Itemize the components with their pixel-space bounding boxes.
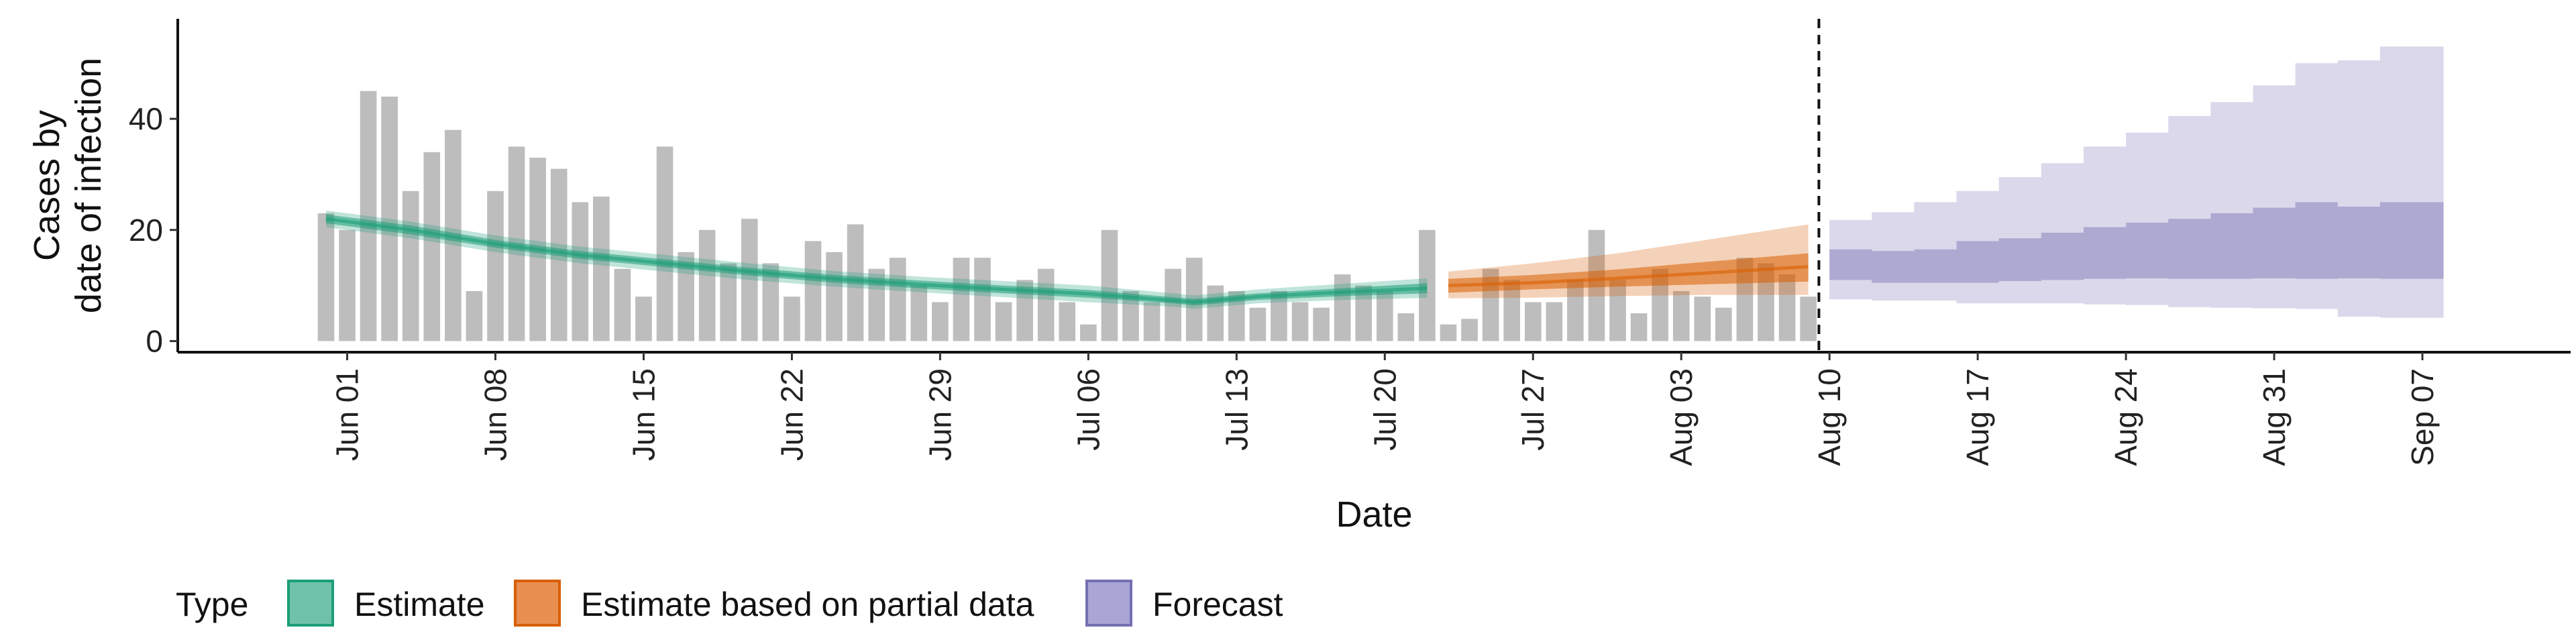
legend: Type Estimate Estimate based on partial da… (176, 580, 1283, 627)
reported-case-bar (1291, 302, 1309, 341)
reported-case-bar (1461, 319, 1478, 341)
estimate-band-90 (325, 210, 1428, 309)
estimate-band-20 (325, 214, 1428, 306)
reported-case-bar (741, 219, 758, 341)
legend-key-forecast (1085, 580, 1132, 627)
reported-case-bar (804, 241, 822, 341)
reported-case-bar (784, 297, 800, 341)
x-tick-label: Sep 07 (2405, 368, 2440, 466)
reported-case-bar (889, 258, 906, 341)
reported-case-bar (974, 258, 991, 341)
reported-case-bar (1800, 297, 1817, 341)
x-tick-label: Jun 22 (774, 368, 809, 461)
reported-case-bar (698, 229, 716, 341)
y-axis-title: Cases bydate of infection (27, 58, 109, 313)
reported-case-bar (487, 191, 504, 341)
reported-case-bar (381, 96, 398, 341)
reported-case-bar (1524, 302, 1542, 341)
reported-case-bar (1672, 290, 1690, 341)
reported-case-bar (932, 302, 949, 341)
x-tick-label: Aug 17 (1960, 368, 1995, 466)
reported-case-bar (1271, 290, 1287, 341)
x-tick-label: Jun 08 (478, 368, 513, 461)
reported-case-bar (1376, 290, 1393, 341)
reported-case-bar (1778, 274, 1796, 341)
reported-case-bar (572, 202, 589, 341)
reported-case-bar (910, 285, 928, 341)
legend-label-forecast: Forecast (1152, 586, 1283, 623)
reported-case-bar (1609, 280, 1626, 341)
y-tick-label: 40 (129, 101, 163, 136)
y-tick-label: 20 (129, 213, 163, 248)
reported-case-bar (423, 152, 441, 341)
reported-case-bar (1207, 285, 1224, 341)
reported-case-bar (317, 213, 335, 341)
legend-title: Type (176, 586, 248, 623)
reported-case-bar (1165, 268, 1181, 341)
legend-key-estimate-based-on-partial-data (514, 580, 561, 627)
legend-key-estimate (287, 580, 334, 627)
reported-case-bar (635, 297, 652, 341)
reported-case-bar (466, 290, 483, 341)
reported-case-bar (1334, 274, 1351, 341)
reported-case-bar (1249, 307, 1267, 341)
y-axis-title-line: date of infection (68, 58, 109, 313)
reported-case-bar (360, 91, 377, 341)
axes: 0 20 40 Jun 01 Jun 08 Jun 15 Jun 22 Jun 29 Jul 0… (27, 19, 2571, 535)
reported-case-bar (995, 302, 1012, 341)
reported-case-bar (402, 191, 419, 341)
reported-case-bar (1567, 280, 1584, 341)
y-axis-title-line: Cases by (27, 110, 67, 261)
reported-case-bar (1715, 307, 1732, 341)
forecast-band-90 (1829, 30, 2444, 318)
reported-case-bar (1397, 313, 1415, 341)
legend-label-estimate-based-on-partial-data: Estimate based on partial data (581, 586, 1034, 623)
reported-case-bar (1143, 302, 1161, 341)
reported-case-bar (953, 258, 970, 341)
reported-case-bar (1080, 324, 1097, 341)
reported-case-bar (1101, 229, 1118, 341)
reported-case-bar (339, 229, 356, 341)
x-tick-label: Jul 13 (1219, 368, 1254, 451)
reported-case-bar (1037, 268, 1055, 341)
reported-case-bar (1546, 302, 1563, 341)
reported-case-bar (593, 197, 610, 341)
estimate-based-on-partial-data-median-line (1448, 264, 1809, 288)
reported-case-bar (1059, 302, 1076, 341)
reported-case-bar (720, 263, 737, 341)
reported-case-bar (826, 252, 843, 341)
x-axis-title: Date (1336, 494, 1412, 535)
y-tick-label: 0 (146, 323, 163, 358)
x-tick-label: Jul 06 (1071, 368, 1106, 451)
reported-case-bar (1694, 297, 1711, 341)
legend-label-estimate: Estimate (354, 586, 485, 623)
reported-case-bar (1630, 313, 1648, 341)
estimate-median-line (325, 217, 1428, 304)
x-tick-label: Aug 10 (1812, 368, 1847, 466)
x-tick-label: Aug 03 (1664, 368, 1699, 466)
x-tick-label: Jun 15 (626, 368, 661, 461)
x-tick-label: Jun 29 (922, 368, 957, 461)
x-tick-label: Aug 31 (2257, 368, 2292, 466)
x-tick-label: Aug 24 (2108, 368, 2143, 466)
plot-area (317, 19, 2444, 352)
x-tick-label: Jun 01 (330, 368, 365, 461)
forecast-band-20 (1829, 191, 2444, 283)
reported-case-bar (1313, 307, 1330, 341)
reported-case-bar (614, 268, 631, 341)
reported-case-bar (1440, 324, 1457, 341)
x-tick-label: Jul 27 (1515, 368, 1550, 451)
reported-case-bar (656, 146, 674, 341)
x-tick-label: Jul 20 (1367, 368, 1402, 451)
